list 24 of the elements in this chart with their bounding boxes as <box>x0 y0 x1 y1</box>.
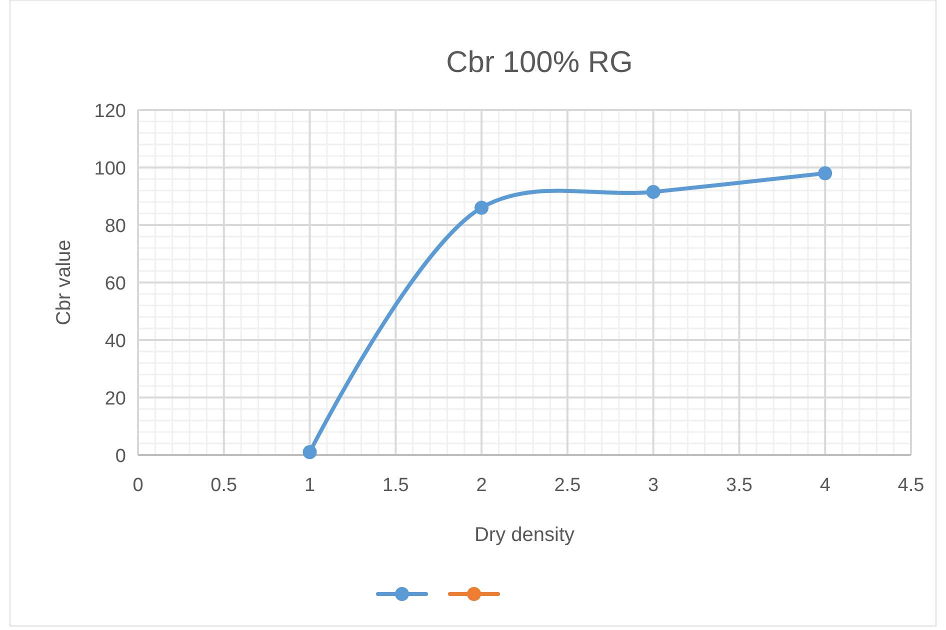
x-tick-label: 2 <box>476 475 487 496</box>
x-tick-label: 4 <box>820 475 831 496</box>
x-tick-label: 1 <box>304 475 316 496</box>
x-tick-label: 2.5 <box>554 475 581 496</box>
y-tick-label: 80 <box>104 216 126 237</box>
point <box>474 200 489 215</box>
x-tick-label: 0 <box>132 475 144 496</box>
y-tick-label: 40 <box>104 331 126 352</box>
x-axis-title: Dry density <box>474 524 575 546</box>
y-tick-label: 60 <box>104 274 126 294</box>
point <box>818 166 832 180</box>
y-tick-label: 0 <box>115 446 126 467</box>
y-tick-label: 120 <box>94 101 126 122</box>
point <box>646 184 660 199</box>
x-tick-label: 1.5 <box>382 475 409 496</box>
x-tick-label: 0.5 <box>210 475 238 496</box>
x-tick-label: 3 <box>648 475 659 496</box>
y-axis-title: Cbr value <box>53 240 75 326</box>
y-tick-label: 100 <box>94 158 126 180</box>
chart-title: Cbr 100% RG <box>446 46 633 79</box>
x-tick-label: 4.5 <box>898 475 924 496</box>
y-tick-label: 20 <box>104 388 126 410</box>
point <box>302 445 317 460</box>
x-tick-label: 3.5 <box>726 475 752 496</box>
